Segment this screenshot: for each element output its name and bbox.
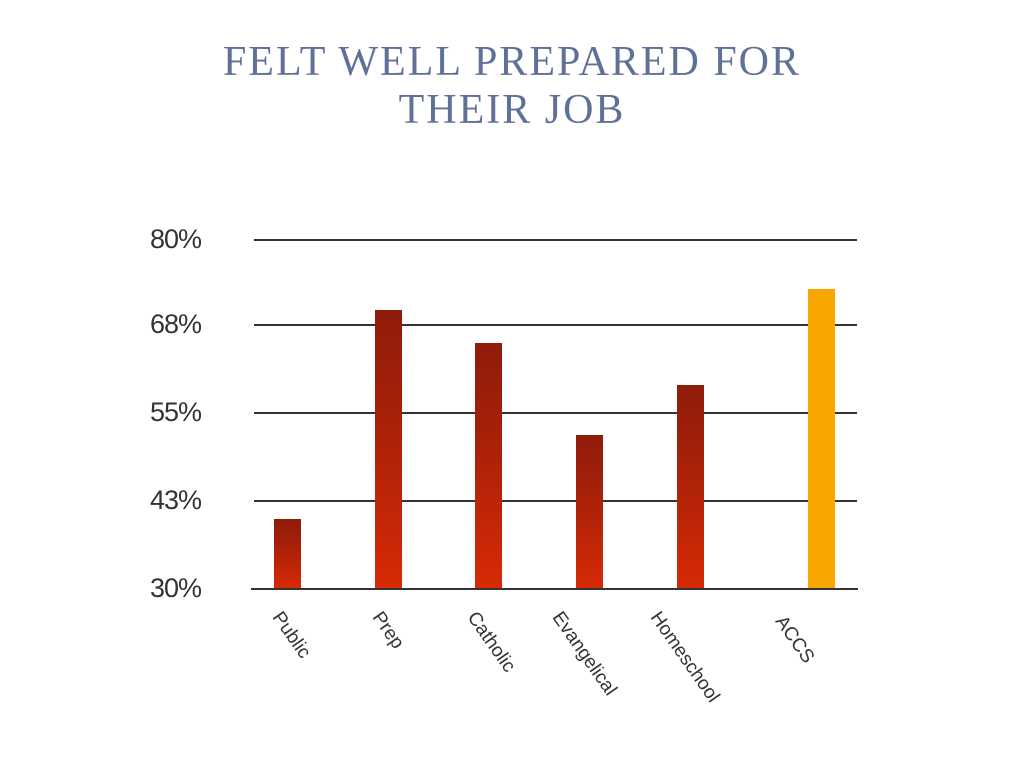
y-tick-43: 43% (150, 485, 202, 515)
x-axis-baseline (251, 588, 858, 590)
gridline-43 (254, 500, 857, 502)
chart-title-line-1: FELT WELL PREPARED FOR (222, 39, 802, 85)
bar-catholic (475, 343, 502, 589)
y-tick-55: 55% (150, 397, 202, 427)
bar-evangelical (576, 435, 603, 589)
bar-accs (808, 289, 835, 589)
gridline-55 (254, 412, 857, 414)
x-label-accs: ACCS (770, 612, 819, 668)
bar-homeschool (677, 385, 704, 589)
x-label-public: Public (267, 608, 315, 663)
y-tick-80: 80% (150, 224, 202, 254)
y-tick-30: 30% (150, 573, 202, 603)
x-label-homeschool: Homeschool (645, 608, 724, 707)
x-label-evangelical: Evangelical (547, 608, 621, 700)
bar-prep (375, 310, 402, 589)
gridline-68 (254, 324, 857, 326)
gridline-80 (254, 239, 857, 241)
chart-title-line-2: THEIR JOB (398, 87, 626, 133)
bar-public (274, 519, 301, 589)
x-label-catholic: Catholic (462, 608, 520, 677)
y-tick-68: 68% (150, 309, 202, 339)
x-label-prep: Prep (367, 608, 409, 653)
chart-title: FELT WELL PREPARED FOR THEIR JOB (0, 38, 1024, 134)
